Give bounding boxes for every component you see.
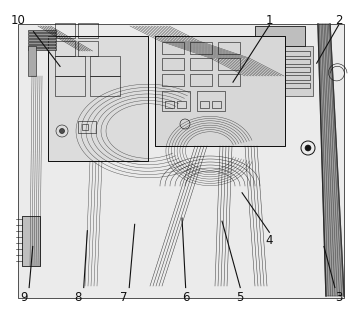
Bar [78, 41, 98, 56]
Bar [55, 41, 75, 56]
Bar [90, 56, 120, 76]
Bar [82, 124, 88, 130]
Bar [218, 42, 240, 54]
Bar [28, 46, 36, 76]
Bar [212, 101, 221, 108]
Bar [155, 36, 285, 146]
Bar [162, 91, 190, 111]
Bar [22, 216, 40, 266]
Bar [28, 42, 56, 44]
Bar [48, 36, 148, 161]
Bar [255, 26, 305, 46]
Bar [155, 36, 285, 146]
Bar [78, 23, 98, 38]
Text: 4: 4 [266, 234, 273, 247]
Bar [190, 58, 212, 70]
Text: 9: 9 [20, 290, 27, 304]
Bar [252, 83, 310, 88]
Bar [218, 74, 240, 86]
Bar [55, 23, 75, 38]
Circle shape [305, 145, 311, 151]
Bar [200, 101, 209, 108]
Bar [252, 75, 310, 80]
Bar [28, 39, 56, 41]
Bar [162, 74, 184, 86]
Bar [78, 121, 96, 133]
Bar [22, 216, 40, 266]
Bar [190, 42, 212, 54]
Circle shape [59, 129, 64, 133]
Bar [55, 56, 85, 76]
Bar [252, 67, 310, 72]
Bar [218, 58, 240, 70]
Bar [248, 46, 313, 96]
Bar [252, 59, 310, 64]
Bar [252, 51, 310, 56]
Bar [162, 58, 184, 70]
Bar [28, 36, 56, 38]
Text: 10: 10 [11, 14, 25, 27]
Bar [177, 101, 186, 108]
Bar [190, 74, 212, 86]
Text: 8: 8 [75, 290, 82, 304]
Text: 3: 3 [335, 290, 342, 304]
Bar [255, 26, 305, 46]
Text: 2: 2 [335, 14, 342, 27]
Text: 6: 6 [182, 290, 189, 304]
Text: 7: 7 [120, 290, 127, 304]
Bar [55, 76, 85, 96]
Bar [48, 36, 148, 161]
Bar [28, 33, 56, 35]
Text: 1: 1 [266, 14, 273, 27]
Bar [162, 42, 184, 54]
Bar [28, 30, 56, 32]
Text: 5: 5 [237, 290, 244, 304]
Polygon shape [318, 24, 344, 296]
Bar [165, 101, 174, 108]
Bar [28, 48, 56, 50]
Bar [18, 24, 344, 298]
Bar [90, 76, 120, 96]
Bar [197, 91, 225, 111]
Bar [28, 45, 56, 47]
